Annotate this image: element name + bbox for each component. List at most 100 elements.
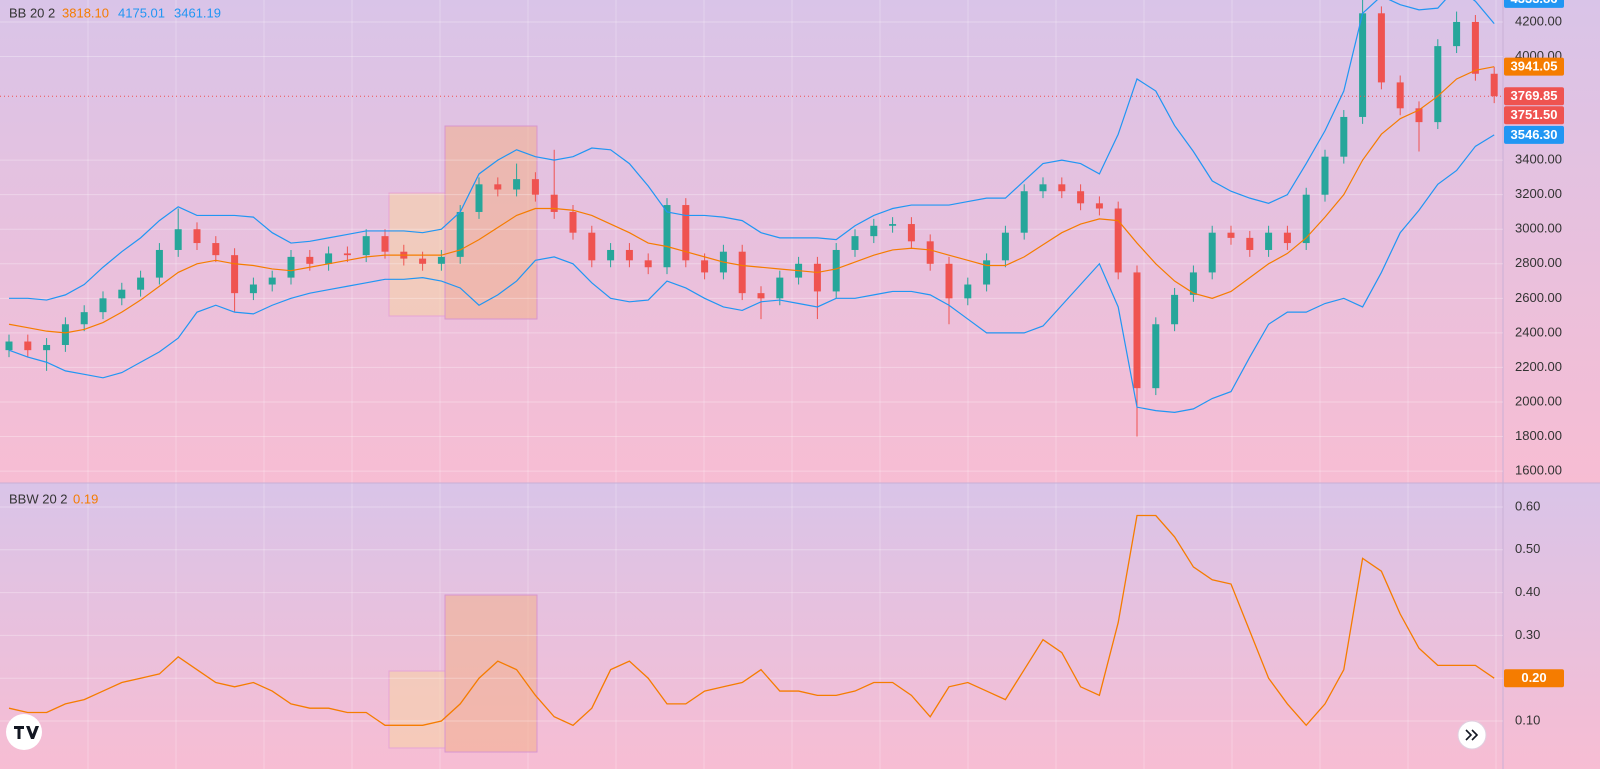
legend-value: 4175.01 <box>118 5 165 20</box>
y-tick-label: 2600.00 <box>1515 290 1562 305</box>
candle-body <box>907 224 915 242</box>
price-badge-label: 0.20 <box>1521 670 1546 685</box>
candle-body <box>870 225 878 237</box>
candle-body <box>1302 194 1310 244</box>
price-badge <box>1504 106 1564 125</box>
candle-body <box>513 179 521 190</box>
legend-value: 3818.10 <box>62 5 109 20</box>
candle-body <box>343 253 351 256</box>
price-badge <box>1504 57 1564 76</box>
candle-body <box>588 232 596 261</box>
y-tick-label: 2400.00 <box>1515 324 1562 339</box>
candle-body <box>249 284 257 294</box>
candle-body <box>1434 46 1442 123</box>
candle-body <box>137 277 145 290</box>
y-tick-label: 0.50 <box>1515 541 1540 556</box>
band-line <box>8 66 1495 334</box>
candle-body <box>926 241 934 264</box>
price-badge <box>1504 87 1564 106</box>
highlight-box <box>444 594 538 753</box>
candle-body <box>419 258 427 264</box>
y-tick-label: 0.60 <box>1515 498 1540 513</box>
candle-body <box>550 194 558 212</box>
legend-title: BB 20 2 <box>9 5 55 20</box>
main-pane-background <box>0 0 1600 483</box>
candle-body <box>1095 203 1103 209</box>
scroll-button[interactable] <box>1457 720 1487 750</box>
candle-body <box>889 224 897 226</box>
legend-value: 0.19 <box>73 491 98 506</box>
candle-body <box>1133 272 1141 389</box>
candle-body <box>1415 108 1423 123</box>
highlight-box <box>388 192 446 317</box>
candle-body <box>80 312 88 325</box>
candle-body <box>118 289 126 299</box>
candle-body <box>644 260 652 268</box>
y-tick-label: 3400.00 <box>1515 152 1562 167</box>
vertical-grid <box>87 0 1497 769</box>
y-tick-label: 0.10 <box>1515 712 1540 727</box>
candle-body <box>1359 13 1367 117</box>
band-line <box>8 134 1495 413</box>
candle-body <box>663 205 671 268</box>
y-tick-label: 2200.00 <box>1515 359 1562 374</box>
candle-body <box>174 229 182 250</box>
candle-body <box>607 249 615 261</box>
candle-body <box>682 205 690 261</box>
candle-body <box>851 236 859 250</box>
candle-body <box>1208 232 1216 273</box>
candle-body <box>1152 324 1160 389</box>
candle-body <box>325 253 333 264</box>
legend-title: BBW 20 2 <box>9 491 68 506</box>
logo <box>6 714 42 750</box>
price-badge-label: 3751.50 <box>1511 107 1558 122</box>
y-tick-label: 0.30 <box>1515 627 1540 642</box>
band-line <box>9 0 1495 301</box>
candle-body <box>61 324 69 345</box>
candle-body <box>1377 13 1385 83</box>
candle-body <box>1227 232 1235 238</box>
price-badge-label: 4333.86 <box>1511 0 1558 6</box>
y-tick-label: 0.40 <box>1515 584 1540 599</box>
candle-body <box>964 284 972 299</box>
plots: 1600.00 1800.00 2000.00 2200.00 2400.00 2600.… <box>0 0 1564 727</box>
candle-body <box>531 179 539 195</box>
candle-body <box>813 263 821 292</box>
candle-body <box>1246 237 1254 250</box>
candle-body <box>1283 232 1291 244</box>
candle-body <box>1020 191 1028 233</box>
candle-body <box>1039 184 1047 192</box>
candle-body <box>1471 21 1479 74</box>
price-badge <box>1504 669 1564 688</box>
y-tick-label: 3200.00 <box>1515 186 1562 201</box>
candle-body <box>24 341 32 351</box>
candle-body <box>776 277 784 299</box>
candle-body <box>287 256 295 278</box>
candle-body <box>832 249 840 292</box>
candle-body <box>362 236 370 256</box>
candle-body <box>456 211 464 257</box>
legend-value: 3461.19 <box>174 5 221 20</box>
candle-body <box>569 211 577 233</box>
candle-body <box>1114 208 1122 273</box>
candle-body <box>43 344 51 351</box>
y-tick-label: 1800.00 <box>1515 428 1562 443</box>
candle-body <box>99 298 107 313</box>
y-tick-label: 2000.00 <box>1515 393 1562 408</box>
price-badge <box>1504 125 1564 144</box>
candle-body <box>212 243 220 256</box>
candle-body <box>268 277 276 285</box>
candle-body <box>945 263 953 299</box>
candle-body <box>1340 116 1348 157</box>
candle-body <box>437 256 445 264</box>
y-tick-label: 1600.00 <box>1515 463 1562 478</box>
candle-body <box>701 260 709 273</box>
candle-body <box>475 184 483 212</box>
y-tick-label: 4200.00 <box>1515 13 1562 28</box>
candle-body <box>1265 232 1273 250</box>
candle-body <box>1171 294 1179 325</box>
highlight-box <box>388 670 446 749</box>
candle-body <box>494 184 502 190</box>
candle-body <box>1321 156 1329 195</box>
